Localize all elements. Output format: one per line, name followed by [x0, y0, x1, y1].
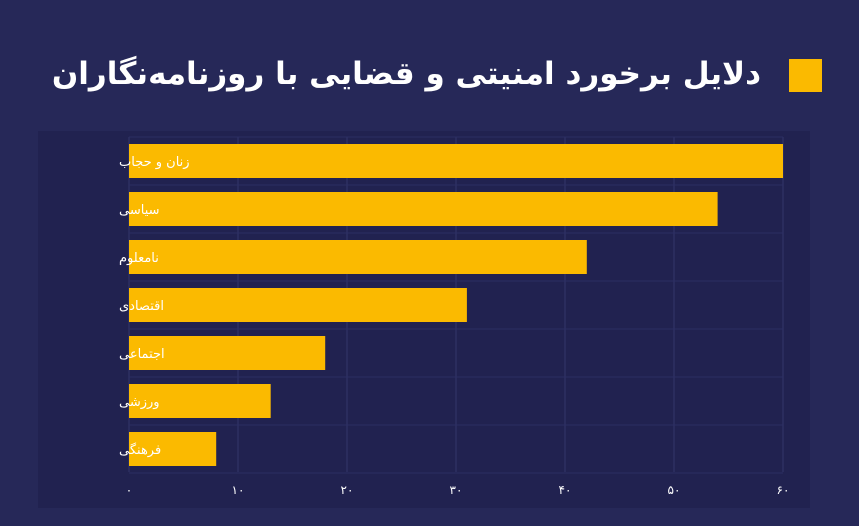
bar [129, 384, 271, 418]
category-label: نامعلوم [119, 251, 159, 266]
x-tick-label: ۱۰ [232, 483, 245, 497]
x-tick-label: ۰ [126, 483, 132, 497]
category-label: ورزشی [119, 395, 160, 410]
bar [129, 144, 783, 178]
x-tick-label: ۳۰ [450, 483, 463, 497]
category-label: فرهنگی [119, 442, 161, 458]
category-label: اجتماعی [119, 347, 165, 362]
category-label: اقتصادی [119, 299, 164, 314]
bar [129, 240, 587, 274]
x-tick-label: ۲۰ [341, 483, 354, 497]
title-accent-square [789, 59, 822, 92]
bar [129, 192, 718, 226]
x-tick-label: ۶۰ [777, 483, 790, 497]
x-tick-label: ۵۰ [668, 483, 681, 497]
bar [129, 432, 217, 466]
x-tick-label: ۴۰ [559, 483, 572, 497]
category-label: زنان و حجاب [119, 155, 190, 170]
bar [129, 288, 467, 322]
bar [129, 336, 326, 370]
category-label: سیاسی [119, 203, 160, 218]
chart-title: دلایل برخورد امنیتی و قضایی با روزنامه‌ن… [51, 56, 761, 92]
